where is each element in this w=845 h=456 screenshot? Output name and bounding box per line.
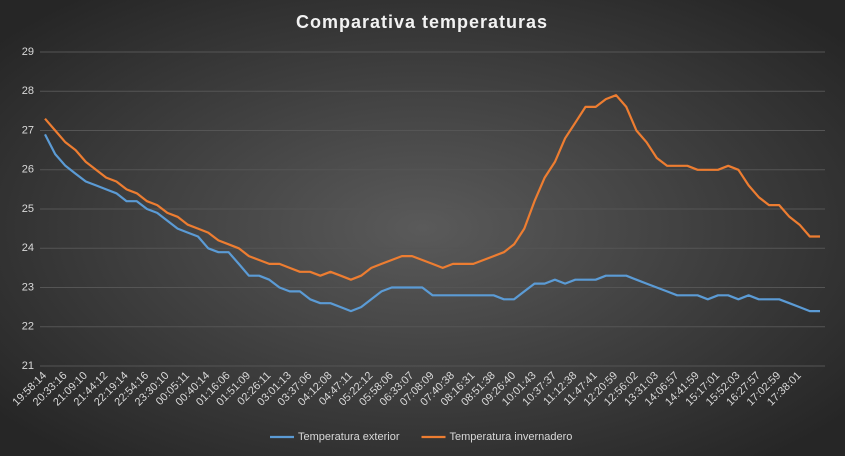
y-tick-label: 22: [22, 321, 34, 333]
y-tick-label: 24: [22, 242, 34, 254]
legend-label: Temperatura invernadero: [450, 431, 573, 443]
y-tick-label: 29: [22, 46, 34, 58]
legend-label: Temperatura exterior: [298, 431, 400, 443]
y-tick-label: 25: [22, 203, 34, 215]
y-tick-label: 28: [22, 85, 34, 97]
chart-title: Comparativa temperaturas: [296, 12, 548, 32]
y-tick-label: 27: [22, 124, 34, 136]
series-line: [44, 94, 820, 281]
y-tick-label: 21: [22, 360, 34, 372]
y-tick-label: 23: [22, 281, 34, 293]
y-tick-label: 26: [22, 164, 34, 176]
series-line: [44, 133, 820, 313]
